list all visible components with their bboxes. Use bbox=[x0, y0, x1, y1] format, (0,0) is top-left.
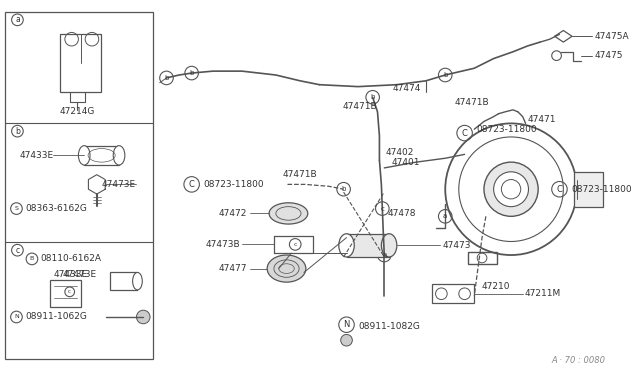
Text: 47478: 47478 bbox=[387, 209, 415, 218]
Text: a: a bbox=[382, 252, 387, 258]
Text: C: C bbox=[557, 185, 563, 194]
Text: 47473E: 47473E bbox=[101, 180, 136, 189]
Text: 47211M: 47211M bbox=[525, 289, 561, 298]
Bar bbox=[346, 234, 389, 257]
Text: A · 70 : 0080: A · 70 : 0080 bbox=[551, 356, 605, 365]
Bar bbox=[432, 284, 474, 304]
Text: 47473: 47473 bbox=[442, 241, 471, 250]
Ellipse shape bbox=[269, 203, 308, 224]
Text: c: c bbox=[15, 246, 19, 255]
Text: 47433E: 47433E bbox=[19, 151, 53, 160]
Text: C: C bbox=[189, 180, 195, 189]
Text: b: b bbox=[189, 70, 194, 76]
Text: c: c bbox=[68, 289, 71, 294]
Text: b: b bbox=[15, 126, 20, 136]
Text: 47471B: 47471B bbox=[455, 97, 490, 107]
Text: a: a bbox=[15, 15, 20, 24]
Text: b: b bbox=[443, 72, 447, 78]
Text: 47471B: 47471B bbox=[343, 102, 378, 112]
Bar bbox=[5, 12, 153, 359]
Text: 47402: 47402 bbox=[385, 148, 413, 157]
Text: b: b bbox=[341, 186, 346, 192]
Ellipse shape bbox=[381, 234, 397, 257]
Text: N: N bbox=[14, 314, 19, 320]
Bar bbox=[84, 146, 119, 165]
Text: 08110-6162A: 08110-6162A bbox=[41, 254, 102, 263]
Text: S: S bbox=[15, 206, 19, 211]
Bar bbox=[60, 34, 100, 92]
Text: 08911-1062G: 08911-1062G bbox=[25, 312, 87, 321]
Text: 47472: 47472 bbox=[218, 209, 247, 218]
Bar bbox=[51, 280, 81, 307]
Text: b: b bbox=[371, 94, 375, 100]
Text: c: c bbox=[294, 242, 297, 247]
Circle shape bbox=[484, 162, 538, 217]
Text: 08911-1082G: 08911-1082G bbox=[358, 322, 420, 331]
Text: 47477: 47477 bbox=[218, 264, 247, 273]
Text: 47471B: 47471B bbox=[283, 170, 317, 179]
Text: 47473B: 47473B bbox=[205, 240, 240, 249]
Text: 47473E: 47473E bbox=[63, 270, 97, 279]
Bar bbox=[110, 272, 138, 290]
Text: B: B bbox=[30, 256, 34, 262]
Text: 08723-11800: 08723-11800 bbox=[571, 185, 632, 194]
Text: C: C bbox=[461, 129, 468, 138]
Text: 47471: 47471 bbox=[527, 115, 556, 124]
Bar bbox=[467, 252, 497, 264]
Ellipse shape bbox=[79, 146, 90, 165]
Ellipse shape bbox=[132, 272, 142, 290]
Text: b: b bbox=[164, 75, 169, 81]
Text: 08363-6162G: 08363-6162G bbox=[25, 204, 87, 213]
Bar bbox=[574, 172, 603, 206]
Circle shape bbox=[340, 334, 353, 346]
Ellipse shape bbox=[113, 146, 125, 165]
Text: 47433E: 47433E bbox=[53, 270, 88, 279]
Circle shape bbox=[493, 172, 529, 206]
Text: 08723-11800: 08723-11800 bbox=[476, 125, 537, 134]
Text: 47475: 47475 bbox=[595, 51, 623, 60]
Ellipse shape bbox=[267, 255, 306, 282]
Text: 08723-11800: 08723-11800 bbox=[204, 180, 264, 189]
Text: c: c bbox=[380, 206, 384, 212]
Ellipse shape bbox=[339, 234, 355, 257]
Text: 47401: 47401 bbox=[392, 158, 420, 167]
Text: N: N bbox=[343, 320, 349, 329]
Text: 47214G: 47214G bbox=[60, 107, 95, 116]
Text: 47475A: 47475A bbox=[595, 32, 629, 41]
Text: 47210: 47210 bbox=[482, 282, 511, 291]
Circle shape bbox=[136, 310, 150, 324]
Text: 47474: 47474 bbox=[392, 84, 420, 93]
Text: a: a bbox=[443, 213, 447, 219]
